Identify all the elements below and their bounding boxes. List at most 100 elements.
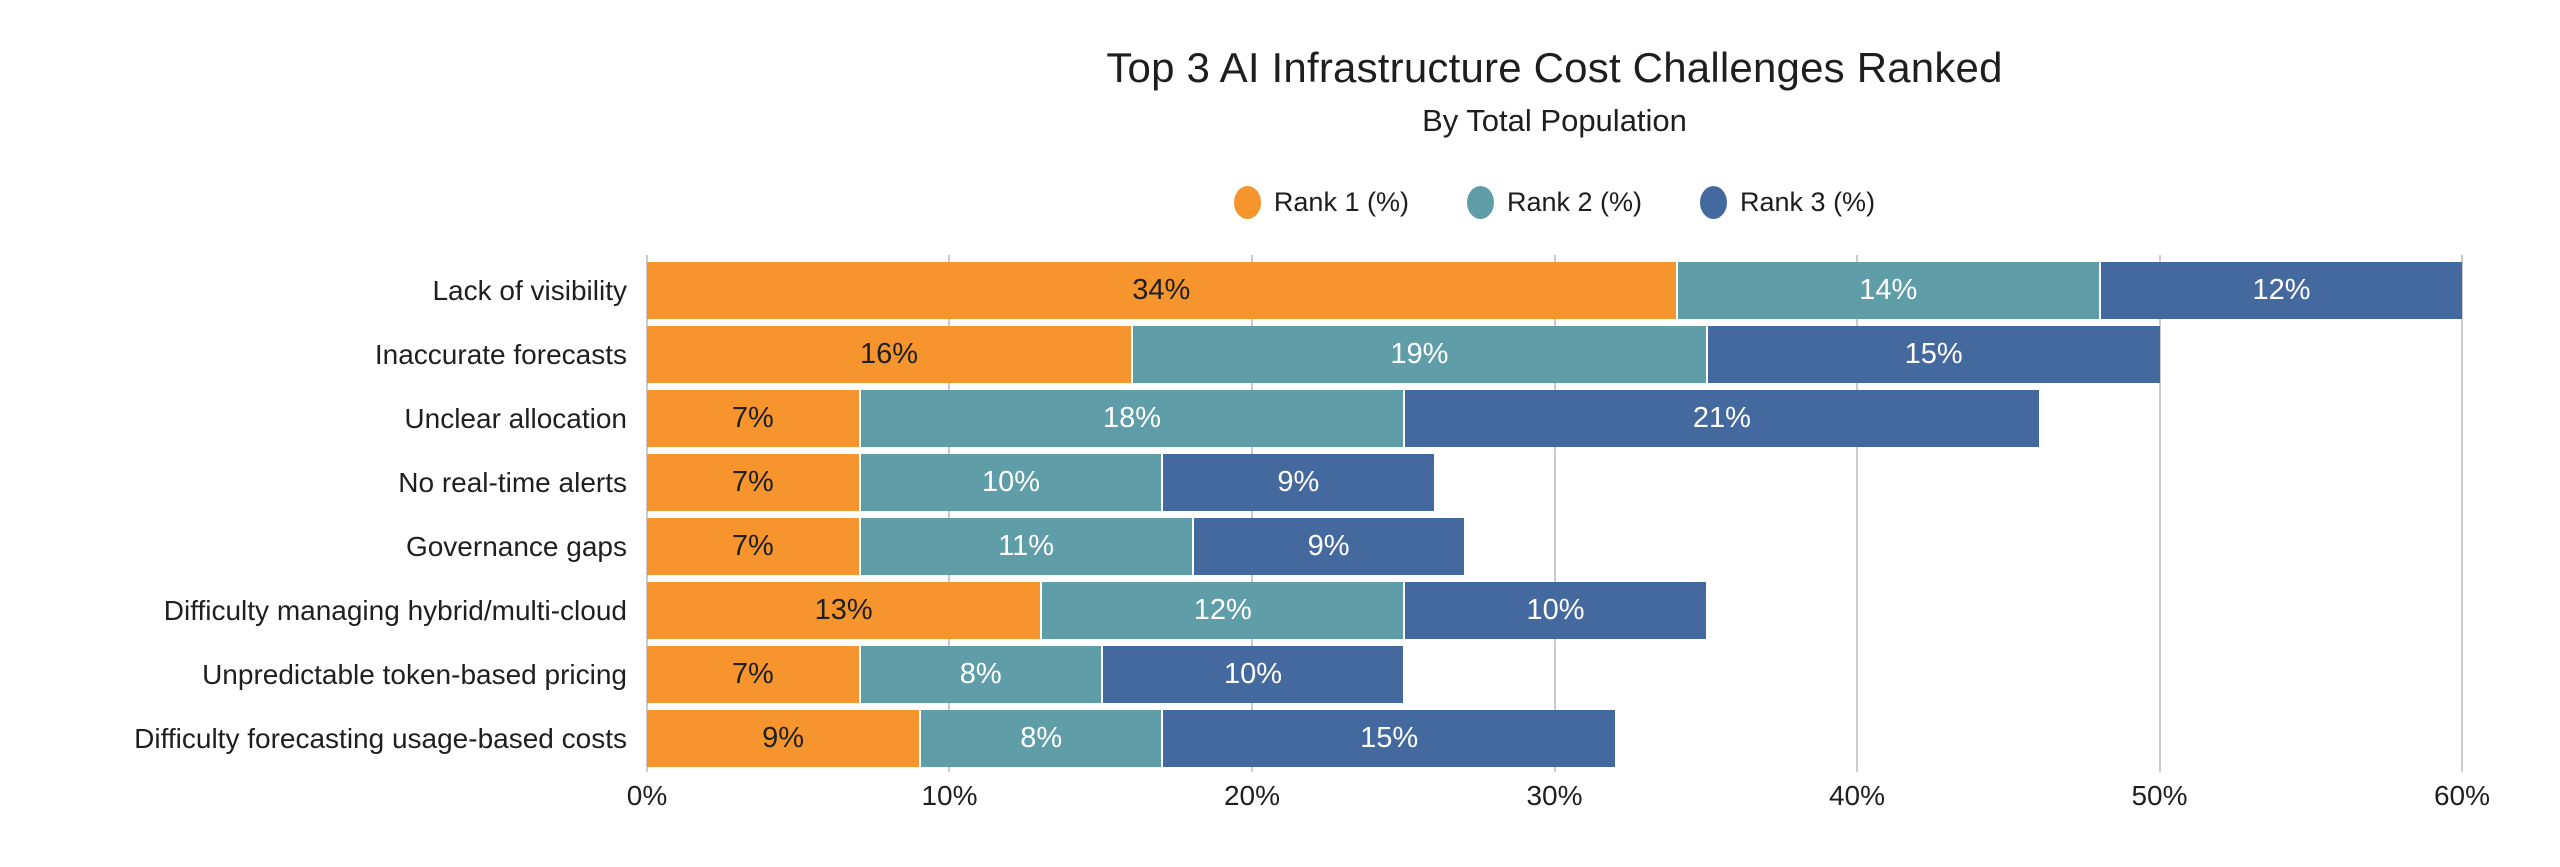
stacked-bar: 16% 19% 15%	[647, 326, 2160, 383]
gridline-50	[2158, 255, 2161, 772]
gridline-30	[1553, 255, 1556, 772]
bar-segment-rank3: 9%	[1161, 454, 1434, 511]
bar-segment-rank1: 7%	[647, 518, 859, 575]
segment-value-label: 12%	[2252, 274, 2311, 306]
x-axis-tick-label: 30%	[1526, 780, 1583, 811]
segment-value-label: 8%	[959, 658, 1002, 690]
bar-segment-rank2: 10%	[858, 454, 1162, 511]
gridline-40	[1855, 255, 1858, 772]
legend-label: Rank 2 (%)	[1506, 187, 1643, 217]
segment-value-label: 16%	[859, 338, 919, 370]
table-row: Unclear allocation 7% 18% 21%	[0, 390, 2560, 447]
x-axis-tick-label: 20%	[1223, 780, 1281, 811]
segment-value-label: 9%	[1277, 466, 1320, 498]
segment-value-label: 15%	[1360, 722, 1419, 754]
table-row: Unpredictable token-based pricing 7% 8% 10%	[0, 646, 2560, 703]
gridline-0	[646, 255, 648, 772]
bar-segment-rank2: 8%	[919, 710, 1162, 767]
bar-segment-rank1: 13%	[647, 582, 1041, 639]
category-label: Unclear allocation	[404, 402, 627, 434]
legend-item-3: Rank 3 (%)	[1700, 186, 1875, 219]
stacked-bar: 34% 14% 12%	[647, 262, 2462, 319]
segment-value-label: 10%	[1526, 594, 1585, 626]
legend-label: Rank 3 (%)	[1740, 187, 1876, 217]
category-label: Governance gaps	[405, 530, 627, 562]
bar-segment-rank1: 7%	[647, 454, 859, 511]
bar-segment-rank2: 19%	[1131, 326, 1706, 383]
category-label: No real-time alerts	[398, 466, 627, 498]
legend-dot-icon	[1700, 186, 1728, 219]
table-row: No real-time alerts 7% 10% 9%	[0, 454, 2560, 511]
bar-segment-rank3: 10%	[1403, 582, 1706, 639]
chart-subtitle: By Total Population	[1422, 103, 1687, 138]
legend-dot-icon	[1233, 186, 1261, 219]
bar-segment-rank1: 16%	[647, 326, 1131, 383]
x-axis: 0% 10% 20% 30% 40% 50% 60%	[0, 780, 2560, 820]
bar-segment-rank1: 7%	[647, 646, 859, 703]
segment-value-label: 7%	[731, 658, 774, 690]
segment-value-label: 10%	[981, 466, 1041, 498]
table-row: Inaccurate forecasts 16% 19% 15%	[0, 326, 2560, 383]
table-row: Difficulty forecasting usage-based costs…	[0, 710, 2560, 767]
segment-value-label: 7%	[731, 530, 774, 562]
bar-segment-rank1: 9%	[647, 710, 920, 767]
segment-value-label: 7%	[731, 402, 774, 434]
table-row: Difficulty managing hybrid/multi-cloud 13…	[0, 582, 2560, 639]
gridline-60	[2461, 255, 2463, 772]
gridline-20	[1250, 255, 1253, 772]
segment-value-label: 18%	[1102, 402, 1162, 434]
bar-segment-rank3: 21%	[1403, 390, 2039, 447]
segment-value-label: 11%	[998, 530, 1055, 562]
stacked-bar: 13% 12% 10%	[647, 582, 1706, 639]
x-axis-tick-label: 60%	[2433, 780, 2491, 811]
table-row: Lack of visibility 34% 14% 12%	[0, 262, 2560, 319]
segment-value-label: 15%	[1904, 338, 1963, 370]
plot-area	[646, 255, 2463, 772]
x-axis-tick-label: 0%	[626, 780, 668, 811]
segment-value-label: 14%	[1859, 274, 1918, 306]
segment-value-label: 9%	[1307, 530, 1350, 562]
bar-segment-rank1: 7%	[647, 390, 859, 447]
bar-segment-rank3: 15%	[1705, 326, 2160, 383]
stacked-bar: 7% 8% 10%	[647, 646, 1404, 703]
stacked-bar: 7% 18% 21%	[647, 390, 2039, 447]
legend-label: Rank 1 (%)	[1273, 187, 1409, 217]
segment-value-label: 9%	[762, 722, 805, 754]
chart-title: Top 3 AI Infrastructure Cost Challenges …	[1106, 44, 2003, 91]
segment-value-label: 21%	[1692, 402, 1751, 434]
segment-value-label: 13%	[814, 594, 873, 626]
segment-value-label: 19%	[1390, 338, 1449, 370]
category-label: Unpredictable token-based pricing	[202, 658, 627, 690]
gridline-10	[948, 255, 951, 772]
bar-segment-rank2: 8%	[858, 646, 1101, 703]
category-label: Difficulty managing hybrid/multi-cloud	[163, 594, 627, 626]
category-label: Lack of visibility	[432, 274, 627, 306]
x-axis-tick-label: 40%	[1828, 780, 1886, 811]
segment-value-label: 10%	[1223, 658, 1283, 690]
segment-value-label: 12%	[1193, 594, 1252, 626]
bar-segment-rank2: 12%	[1040, 582, 1404, 639]
bar-segment-rank2: 11%	[858, 518, 1192, 575]
category-label: Difficulty forecasting usage-based costs	[134, 722, 627, 754]
x-axis-tick-label: 50%	[2131, 780, 2188, 811]
legend-item-2: Rank 2 (%)	[1466, 186, 1643, 219]
bar-segment-rank2: 14%	[1675, 262, 2099, 319]
legend-dot-icon	[1466, 186, 1494, 219]
segment-value-label: 34%	[1132, 274, 1191, 306]
stacked-bar: 9% 8% 15%	[647, 710, 1615, 767]
x-axis-tick-label: 10%	[921, 780, 978, 811]
table-row: Governance gaps 7% 11% 9%	[0, 518, 2560, 575]
bar-segment-rank3: 15%	[1161, 710, 1615, 767]
bar-segment-rank3: 10%	[1100, 646, 1404, 703]
bar-segment-rank3: 9%	[1191, 518, 1464, 575]
legend-item-1: Rank 1 (%)	[1233, 186, 1409, 219]
segment-value-label: 8%	[1020, 722, 1063, 754]
bar-segment-rank1: 34%	[647, 262, 1676, 319]
bar-segment-rank2: 18%	[858, 390, 1404, 447]
stacked-bar: 7% 11% 9%	[647, 518, 1464, 575]
segment-value-label: 7%	[731, 466, 774, 498]
legend: Rank 1 (%) Rank 2 (%) Rank 3 (%)	[647, 186, 2462, 219]
stacked-bar: 7% 10% 9%	[647, 454, 1434, 511]
